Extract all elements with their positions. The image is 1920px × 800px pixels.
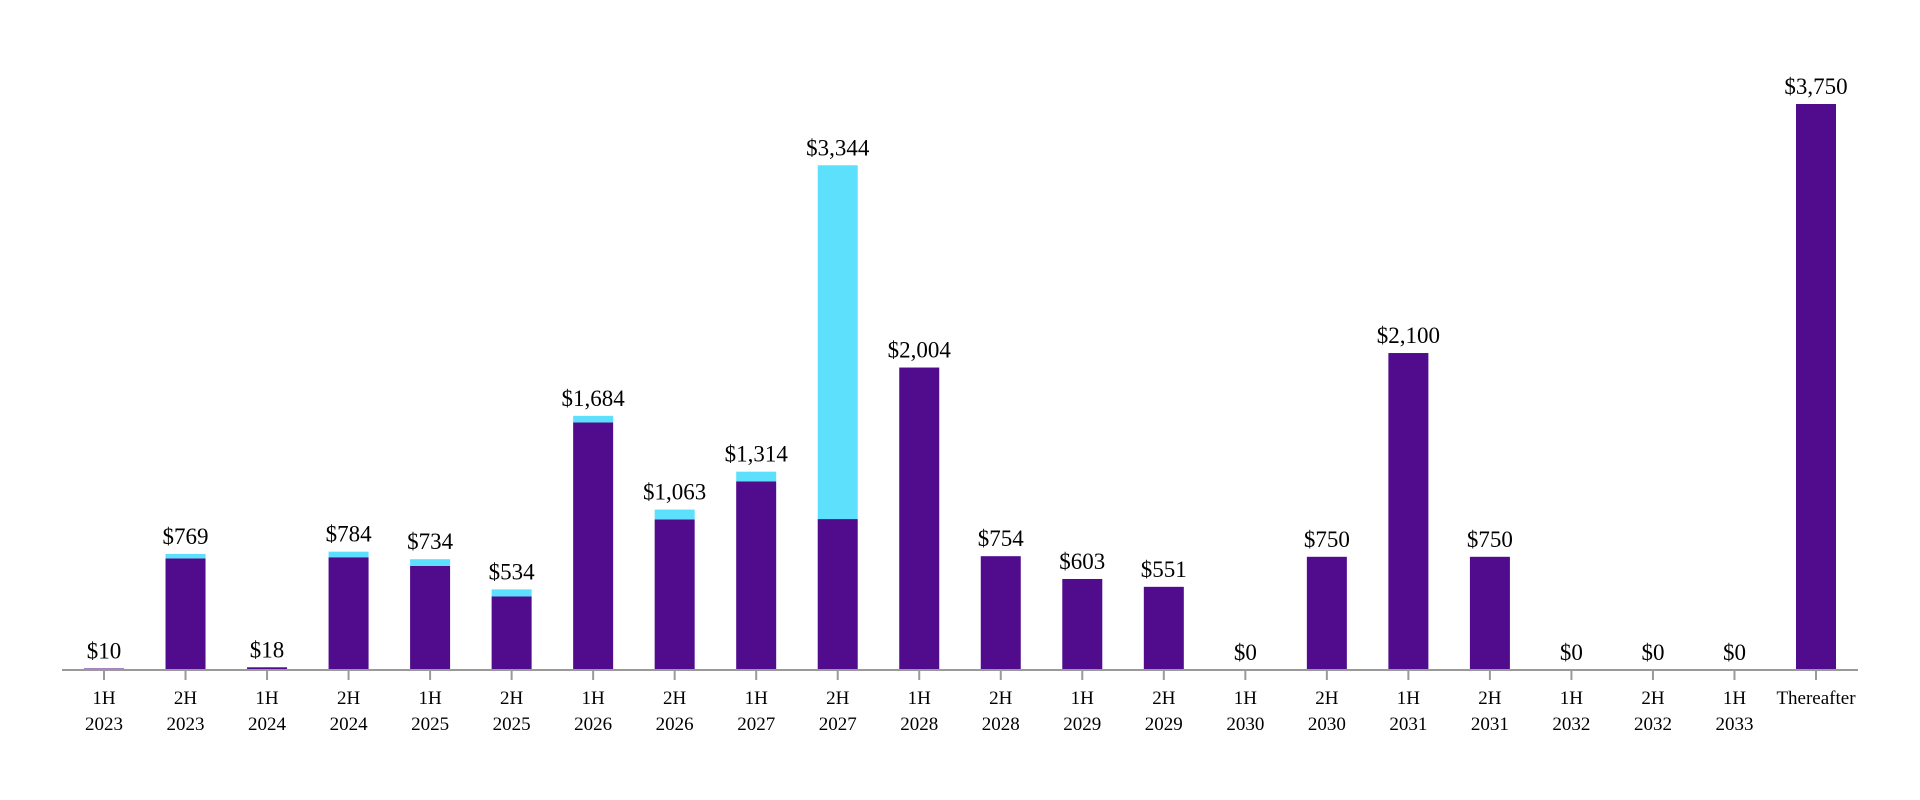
x-tick-label: 1H xyxy=(1071,688,1095,709)
bar-segment-secondary xyxy=(410,559,451,566)
x-tick-label: 1H xyxy=(1397,688,1421,709)
data-label: $750 xyxy=(1304,527,1350,552)
x-tick-label-year: 2031 xyxy=(1471,714,1509,735)
bar-segment-primary xyxy=(1469,556,1510,670)
x-tick-label: 1H xyxy=(1723,688,1747,709)
bar-segment-secondary xyxy=(573,415,614,423)
data-label: $551 xyxy=(1141,557,1187,582)
bar-segment-primary xyxy=(899,367,940,670)
data-label: $2,100 xyxy=(1377,323,1440,348)
data-label: $754 xyxy=(978,526,1025,551)
x-tick-label: 2H xyxy=(337,688,361,709)
x-tick-label-year: 2028 xyxy=(982,714,1020,735)
data-label: $0 xyxy=(1560,640,1583,665)
data-label: $10 xyxy=(87,638,122,663)
x-tick-label: 1H xyxy=(1234,688,1258,709)
data-label: $0 xyxy=(1234,640,1257,665)
bar-segment-secondary xyxy=(736,471,777,482)
x-tick-label-year: 2030 xyxy=(1308,714,1346,735)
x-tick-label-year: 2027 xyxy=(737,714,775,735)
data-label: $3,344 xyxy=(806,135,870,160)
x-tick-label-year: 2024 xyxy=(330,714,369,735)
bar-segment-primary xyxy=(736,481,777,670)
x-tick-label: 2H xyxy=(663,688,687,709)
x-tick-label: 2H xyxy=(500,688,524,709)
x-tick-label: 2H xyxy=(1478,688,1502,709)
data-label: $784 xyxy=(326,522,373,547)
x-tick-label-year: 2029 xyxy=(1145,714,1183,735)
bar-segment-secondary xyxy=(491,589,532,597)
x-tick-label: 1H xyxy=(582,688,606,709)
data-label: $750 xyxy=(1467,527,1513,552)
bar-segment-primary xyxy=(980,556,1021,670)
x-tick-label-year: 2033 xyxy=(1715,714,1753,735)
x-tick-label-year: 2029 xyxy=(1063,714,1101,735)
x-tick-label-year: 2023 xyxy=(85,714,123,735)
bar-segment-secondary xyxy=(328,551,369,558)
x-tick-label-year: 2030 xyxy=(1226,714,1264,735)
x-tick-label-year: 2026 xyxy=(574,714,612,735)
bar-segment-primary xyxy=(817,519,858,670)
x-tick-label-year: 2027 xyxy=(819,714,857,735)
x-tick-label: 2H xyxy=(989,688,1013,709)
x-tick-label-year: 2025 xyxy=(411,714,449,735)
bar-segment-primary xyxy=(247,667,288,670)
x-tick-label: Thereafter xyxy=(1776,688,1856,709)
x-tick-label-year: 2025 xyxy=(493,714,531,735)
x-tick-label-year: 2028 xyxy=(900,714,938,735)
data-label: $0 xyxy=(1641,640,1664,665)
bar-segment-primary xyxy=(1306,556,1347,670)
data-label: $1,063 xyxy=(643,480,706,505)
bar-segment-primary xyxy=(328,557,369,670)
data-label: $769 xyxy=(163,524,209,549)
x-tick-label: 2H xyxy=(1152,688,1176,709)
x-tick-label-year: 2024 xyxy=(248,714,287,735)
x-tick-label-year: 2023 xyxy=(167,714,205,735)
bar-segment-primary xyxy=(410,565,451,670)
x-tick-label-year: 2026 xyxy=(656,714,694,735)
bar-segment-secondary xyxy=(817,165,858,520)
bar-segment-secondary xyxy=(654,509,695,520)
bar-segment-primary xyxy=(654,519,695,670)
bar-segment-secondary xyxy=(165,553,206,559)
bar-segment-primary xyxy=(1143,586,1184,670)
x-tick-label-year: 2032 xyxy=(1552,714,1590,735)
data-label: $0 xyxy=(1723,640,1746,665)
x-tick-label: 1H xyxy=(1560,688,1584,709)
data-label: $2,004 xyxy=(888,338,952,363)
data-label: $603 xyxy=(1059,549,1105,574)
bar-segment-primary xyxy=(1388,353,1429,670)
data-label: $1,684 xyxy=(562,386,626,411)
bar-segment-primary xyxy=(573,422,614,670)
bar-segment-primary xyxy=(491,596,532,670)
x-tick-label: 2H xyxy=(1641,688,1665,709)
bar-segment-primary xyxy=(165,558,206,670)
x-tick-label: 2H xyxy=(174,688,198,709)
x-tick-label: 1H xyxy=(745,688,769,709)
data-label: $534 xyxy=(489,559,536,584)
data-label: $18 xyxy=(250,637,285,662)
x-tick-label: 1H xyxy=(908,688,932,709)
x-tick-label: 1H xyxy=(418,688,442,709)
x-tick-label: 1H xyxy=(92,688,116,709)
x-tick-label-year: 2032 xyxy=(1634,714,1672,735)
x-tick-label: 1H xyxy=(255,688,279,709)
x-tick-label-year: 2031 xyxy=(1389,714,1427,735)
data-label: $734 xyxy=(407,529,454,554)
data-label: $3,750 xyxy=(1784,74,1847,99)
x-tick-label: 2H xyxy=(1315,688,1339,709)
data-label: $1,314 xyxy=(725,442,789,467)
bar-segment-primary xyxy=(1062,578,1103,670)
x-tick-label: 2H xyxy=(826,688,850,709)
bar-segment-primary xyxy=(1796,104,1836,670)
